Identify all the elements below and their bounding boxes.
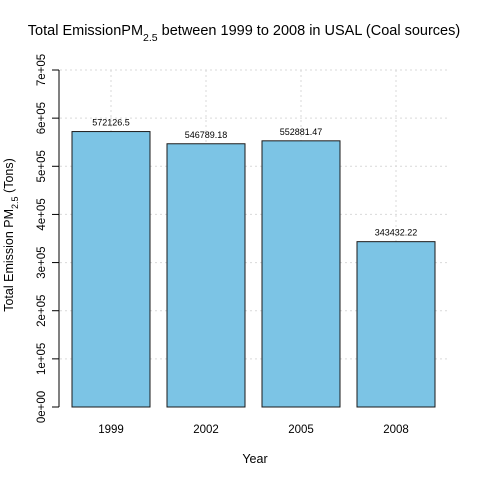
chart-title-main: Total EmissionPM — [28, 23, 143, 39]
x-tick-label-2008: 2008 — [383, 424, 409, 436]
bar-2008 — [356, 241, 436, 408]
y-tick-label: 5e+05 — [36, 150, 48, 182]
data-label-2005: 552881.47 — [280, 127, 323, 137]
y-tick-label: 2e+05 — [36, 295, 48, 327]
y-tick-label: 7e+05 — [36, 54, 48, 86]
x-axis-title: Year — [242, 452, 267, 466]
y-axis: 0e+00 1e+05 2e+05 3e+05 4e+05 5e+05 6e+05 7e+05 — [36, 54, 60, 423]
y-axis-title-subscript: 2.5 — [10, 196, 20, 209]
y-tick-label: 3e+05 — [36, 246, 48, 278]
chart-title: Total EmissionPM2.5 between 1999 to 2008… — [28, 23, 460, 44]
y-axis-title-rest: (Tons) — [2, 158, 16, 196]
chart-title-subscript: 2.5 — [143, 32, 158, 44]
y-tick-label: 4e+05 — [36, 198, 48, 230]
chart-title-rest: between 1999 to 2008 in USAL (Coal sourc… — [158, 23, 461, 39]
data-label-1999: 572126.5 — [92, 118, 130, 128]
x-tick-label-1999: 1999 — [98, 424, 124, 436]
y-tick-label: 6e+05 — [36, 102, 48, 134]
x-tick-label-2005: 2005 — [288, 424, 314, 436]
y-axis-title-main: Total Emission PM — [2, 209, 16, 312]
data-label-2008: 343432.22 — [375, 228, 418, 238]
bar-1999 — [71, 131, 151, 408]
data-label-2002: 546789.18 — [185, 130, 228, 140]
y-tick-label: 0e+00 — [36, 391, 48, 423]
y-axis-title: Total Emission PM2.5 (Tons) — [2, 158, 20, 312]
bars: 572126.5 546789.18 552881.47 343432.22 — [71, 118, 436, 408]
x-axis: 1999 2002 2005 2008 — [98, 424, 409, 436]
x-tick-label-2002: 2002 — [193, 424, 219, 436]
bar-2005 — [261, 140, 341, 408]
bar-2002 — [166, 143, 246, 408]
y-tick-label: 1e+05 — [36, 343, 48, 375]
